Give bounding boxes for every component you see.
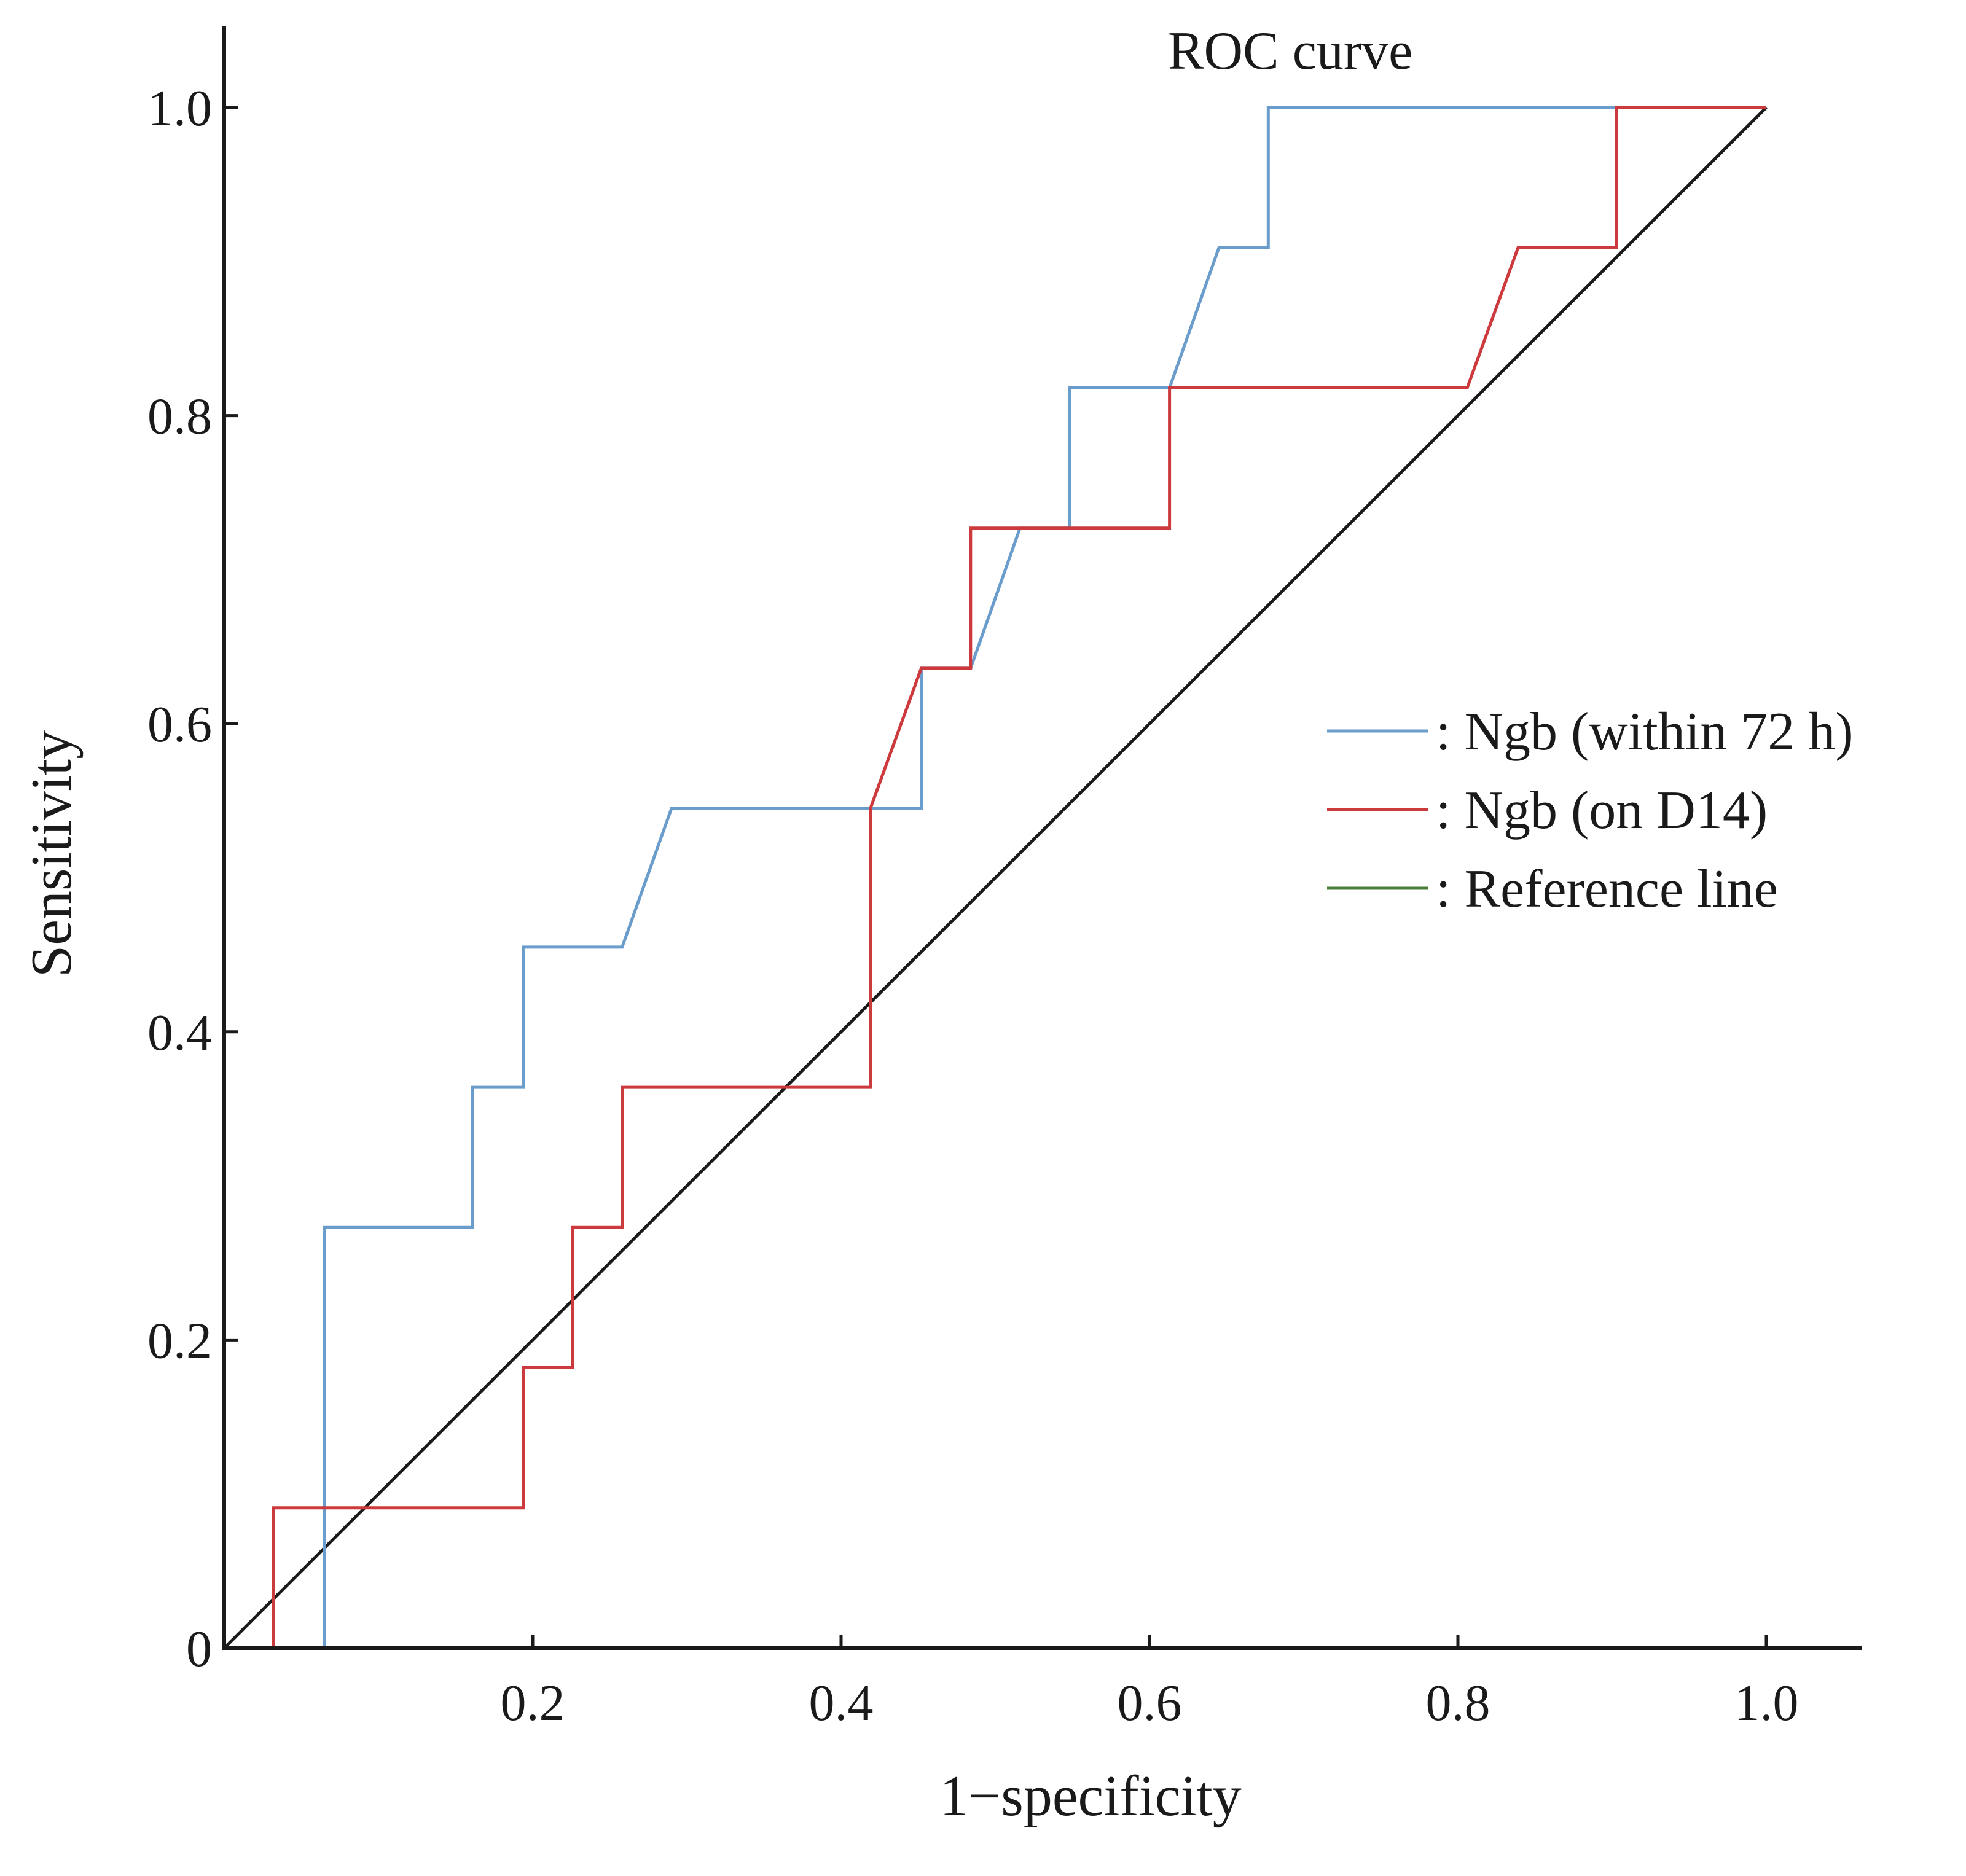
chart-title: ROC curve (1168, 21, 1412, 81)
x-axis-title: 1−specificity (939, 1764, 1242, 1828)
x-tick-label: 0.6 (1118, 1675, 1182, 1732)
y-tick-label: 0.4 (147, 1004, 212, 1061)
x-tick-label: 0.2 (501, 1675, 565, 1732)
legend: : Ngb (within 72 h) : Ngb (on D14) : Refer… (1327, 702, 1854, 919)
x-tick-label: 0.4 (809, 1675, 874, 1732)
legend-label: : Reference line (1436, 859, 1778, 919)
legend-label: : Ngb (on D14) (1436, 781, 1768, 840)
series-layer (223, 106, 1768, 1650)
x-tick-label: 0.8 (1426, 1675, 1490, 1732)
series-line-ngb-on-d14 (224, 106, 1766, 1650)
series-line-reference-line (223, 106, 1768, 1649)
y-tick-label: 1.0 (147, 80, 212, 137)
y-axis-title: Sensitivity (20, 730, 84, 977)
y-tick-group: 0 0.2 0.4 0.6 0.8 1.0 (147, 80, 238, 1678)
y-tick-label: 0 (186, 1620, 212, 1678)
y-tick-label: 0.6 (147, 696, 212, 753)
y-tick-label: 0.2 (147, 1312, 212, 1369)
y-tick-label: 0.8 (147, 388, 212, 445)
series-line-ngb-within-72-h (224, 106, 1766, 1650)
x-tick-group: 0.2 0.4 0.6 0.8 1.0 (501, 1635, 1799, 1732)
legend-label: : Ngb (within 72 h) (1436, 702, 1854, 762)
x-tick-label: 1.0 (1734, 1675, 1799, 1732)
